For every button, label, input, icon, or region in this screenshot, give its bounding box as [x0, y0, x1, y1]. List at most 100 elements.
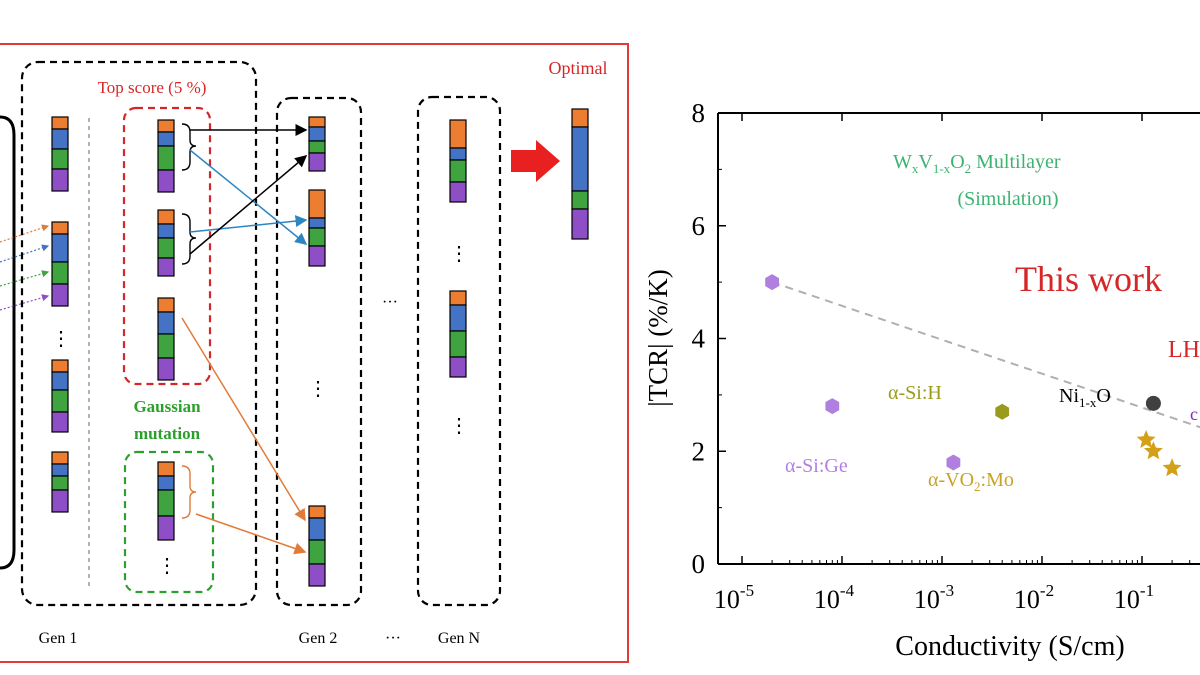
diagram-frame: [0, 43, 629, 663]
gene-green: [51, 475, 69, 491]
y-axis-title: |TCR| (%/K): [643, 269, 673, 407]
incoming-arrow-3: [0, 270, 50, 287]
chromosome: [308, 505, 326, 587]
chromosome: [571, 108, 589, 240]
series-alpha-Si:H: [995, 403, 1010, 420]
annotation-simulation: (Simulation): [957, 188, 1058, 210]
incoming-arrow-4: [0, 294, 50, 311]
gene-purple: [308, 152, 326, 172]
x-tick-label: 10-3: [914, 581, 954, 614]
series-alpha-VO2:Mo: [1136, 430, 1182, 477]
mutation-label-line2: mutation: [134, 424, 201, 443]
mutation-arrow-1: [181, 317, 306, 522]
gene-purple: [308, 563, 326, 587]
gene-blue: [157, 475, 175, 491]
annotation-this-work: This work: [1015, 259, 1162, 299]
gene-orange: [308, 505, 326, 519]
chromosome: [51, 451, 69, 513]
chromosome: [157, 209, 175, 277]
optimal-label: Optimal: [549, 58, 608, 78]
gene-orange: [51, 116, 69, 130]
data-point: [1136, 430, 1156, 449]
gene-green: [449, 159, 467, 183]
gene-blue: [308, 217, 326, 229]
top-score-box: [122, 106, 212, 386]
gene-orange: [157, 119, 175, 133]
brace-1: [181, 123, 197, 171]
gene-green: [571, 190, 589, 210]
between-gen-ellipsis: ···: [382, 294, 398, 311]
x-axis-title: Conductivity (S/cm): [895, 631, 1124, 662]
gene-purple: [51, 283, 69, 307]
optimal-arrow: [511, 140, 560, 182]
gen2-vertical-ellipsis: ⋮: [308, 378, 328, 400]
gene-purple: [571, 208, 589, 240]
chromosome: [51, 116, 69, 192]
genN-label: Gen N: [438, 630, 481, 647]
chromosome: [51, 359, 69, 433]
mutation-vertical-ellipsis: ⋮: [157, 555, 177, 577]
data-point: [1145, 395, 1161, 411]
chromosome: [157, 461, 175, 541]
chromosome: [308, 116, 326, 172]
data-point: [825, 398, 840, 415]
crossover-arrow-2: [189, 149, 308, 245]
incoming-arrow-1: [0, 224, 50, 243]
gene-blue: [571, 126, 589, 192]
gene-blue: [51, 463, 69, 477]
gene-blue: [449, 147, 467, 161]
annotation-asih: α-Si:H: [888, 382, 942, 404]
genetic-algorithm-diagram: Top score (5 %) Gaussian mutation ⋮ ⋮ ⋮ …: [0, 43, 629, 663]
gene-orange: [51, 451, 69, 465]
gene-orange: [157, 297, 175, 313]
y-tick-label: 0: [692, 549, 706, 579]
brace-3: [181, 465, 197, 519]
series-alpha-Si:Ge: [765, 274, 961, 471]
gene-green: [157, 237, 175, 259]
gene-blue: [157, 311, 175, 335]
brace-2: [181, 213, 197, 265]
gene-blue: [157, 131, 175, 147]
gene-orange: [571, 108, 589, 128]
annotation-partial-c: c: [1190, 404, 1198, 424]
annotation-vo2mo: α-VO2:Mo: [928, 469, 1014, 494]
gene-blue: [308, 517, 326, 541]
gen1-box: [20, 60, 258, 607]
gene-purple: [157, 257, 175, 277]
gene-orange: [308, 189, 326, 219]
gene-green: [308, 140, 326, 154]
gene-green: [157, 333, 175, 359]
x-tick-label: 10-1: [1114, 581, 1154, 614]
gene-green: [308, 227, 326, 247]
x-tick-label: 10-5: [714, 581, 754, 614]
gen2-label: Gen 2: [299, 630, 338, 647]
annotation-nio: Ni1-xO: [1059, 385, 1111, 410]
chromosome: [51, 221, 69, 307]
x-tick-label: 10-4: [814, 581, 855, 614]
chromosome: [449, 290, 467, 378]
crossover-arrow-3: [189, 215, 308, 233]
crossover-arrow-4: [189, 155, 308, 255]
chromosome: [308, 189, 326, 267]
gene-purple: [51, 411, 69, 433]
annotation-asige: α-Si:Ge: [785, 455, 848, 477]
y-tick-label: 4: [692, 324, 706, 354]
gene-green: [51, 148, 69, 170]
gene-green: [51, 389, 69, 413]
gen1-label: Gen 1: [39, 630, 78, 647]
chart-ticks: 10-510-410-310-210-110010102468: [692, 98, 1191, 614]
y-tick-label: 8: [692, 98, 706, 128]
gen1-vertical-ellipsis: ⋮: [51, 328, 71, 350]
annotation-multilayer: WxV1-xO2 Multilayer: [893, 151, 1061, 176]
left-bracket: [0, 115, 16, 570]
chromosome: [449, 119, 467, 203]
mutation-arrow-2: [195, 513, 307, 555]
gene-purple: [449, 356, 467, 378]
gene-blue: [308, 126, 326, 142]
gene-blue: [51, 371, 69, 391]
bottom-ellipsis: ···: [385, 630, 401, 647]
incoming-arrow-2: [0, 244, 50, 263]
data-point: [1162, 458, 1182, 477]
chromosome: [157, 119, 175, 193]
